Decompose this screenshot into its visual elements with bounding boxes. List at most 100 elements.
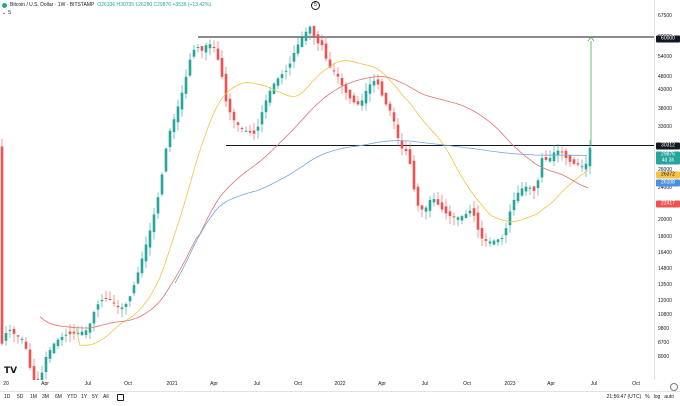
candle-body <box>56 339 60 347</box>
time-axis[interactable]: 20 Apr Jul Oct 2021 Apr Jul Oct 2022 Apr Jul Oct 202… <box>0 380 654 390</box>
candle-body <box>52 343 56 354</box>
time-axis-label: 2022 <box>334 381 346 387</box>
candle-body <box>388 103 392 111</box>
candle-body <box>420 205 424 210</box>
time-axis-label: Jul <box>84 381 92 387</box>
candle-body <box>516 192 520 202</box>
candle-body <box>116 306 120 308</box>
candle-body <box>556 150 560 156</box>
candle-body <box>356 101 360 105</box>
time-axis-label: 20 <box>3 381 9 387</box>
timeframe-button-1m[interactable]: 1M <box>30 394 37 400</box>
candle-body <box>340 77 344 86</box>
time-axis-label: Jul <box>421 381 429 387</box>
timeframe-button-1y[interactable]: 1Y <box>81 394 88 400</box>
settings-gear-icon[interactable] <box>670 383 678 391</box>
candle-body <box>576 163 580 165</box>
candle-body <box>536 180 540 189</box>
chevron-down-icon[interactable]: ⌄ <box>2 10 7 16</box>
auto-toggle[interactable]: auto <box>664 394 674 400</box>
candle-body <box>156 197 160 214</box>
candle-body <box>120 307 124 310</box>
candle-body <box>280 74 284 79</box>
candle-body <box>384 92 388 105</box>
candle-body <box>372 80 376 86</box>
candle-body <box>40 372 44 388</box>
target-arrow-head <box>587 36 595 42</box>
candle-body <box>508 211 512 226</box>
candle-body <box>328 59 332 68</box>
candle-body <box>352 95 356 103</box>
candle-body <box>144 244 148 262</box>
price-chart[interactable] <box>0 0 654 398</box>
candle-body <box>64 334 68 336</box>
candle-body <box>224 73 228 102</box>
candle-body <box>496 239 500 243</box>
price-axis[interactable]: 67500 60000 54000 48000 43000 38000 33000 26000… <box>654 0 680 380</box>
candle-body <box>344 84 348 93</box>
candle-body <box>408 149 412 164</box>
candle-body <box>440 202 444 210</box>
candle-body <box>244 130 248 132</box>
candle-body <box>396 124 400 139</box>
timeframe-button-6m[interactable]: 6M <box>55 394 62 400</box>
candle-body <box>492 240 496 245</box>
candle-body <box>572 159 576 164</box>
candle-body <box>584 163 588 170</box>
candle-body <box>140 258 144 274</box>
candle-body <box>44 357 48 373</box>
log-toggle[interactable]: log <box>653 394 661 400</box>
candle-body <box>348 89 352 99</box>
candle-body <box>524 186 528 192</box>
chart-area[interactable]: Bitcoin / U.S. Dollar · 1W · BITSTAMP O2… <box>0 0 654 398</box>
price-axis-label: 10800 <box>658 312 672 318</box>
clock-readout[interactable]: 21:56:47 (UTC) <box>606 394 642 400</box>
candle-body <box>160 174 164 195</box>
candle-body <box>252 130 256 134</box>
candle-body <box>204 45 208 53</box>
timeframe-button-1d[interactable]: 1D <box>4 394 11 400</box>
timeframe-button-5d[interactable]: 5D <box>17 394 24 400</box>
candle-body <box>312 26 316 37</box>
candle-body <box>256 126 260 131</box>
event-marker-icon[interactable]: 5 <box>311 1 320 10</box>
candle-body <box>236 122 240 125</box>
percent-toggle[interactable]: % <box>645 394 650 400</box>
candle-body <box>104 298 108 300</box>
legend-indicator-row[interactable]: ⌄ 5 <box>2 10 11 16</box>
time-axis-label: Oct <box>632 381 640 387</box>
candle-body <box>268 90 272 103</box>
candle-body <box>60 336 64 341</box>
candle-body <box>416 186 420 206</box>
candle-body <box>220 57 224 77</box>
candle-body <box>432 199 436 203</box>
candle-body <box>128 296 132 302</box>
candle-body <box>532 186 536 192</box>
candle-body <box>284 70 288 72</box>
candle-body <box>464 213 468 219</box>
candle-body <box>444 206 448 214</box>
price-axis-label: 12000 <box>658 298 672 304</box>
candle-body <box>412 160 416 190</box>
price-axis-label: 14800 <box>658 266 672 272</box>
candle-body <box>148 230 152 248</box>
candle-body <box>112 302 116 304</box>
candle-body <box>248 130 252 133</box>
candle-body <box>488 241 492 244</box>
price-tag: 4d 3h <box>656 157 680 165</box>
candle-body <box>332 70 336 72</box>
timeframe-button-5y[interactable]: 5Y <box>92 394 99 400</box>
timeframe-button-3m[interactable]: 3M <box>42 394 49 400</box>
candle-body <box>216 48 220 60</box>
candle-body <box>588 147 592 167</box>
candle-body <box>288 63 292 68</box>
candle-body <box>292 52 296 62</box>
candle-body <box>568 154 572 162</box>
calendar-icon[interactable] <box>117 394 124 401</box>
timeframe-button-ytd[interactable]: YTD <box>67 394 77 400</box>
timeframe-button-all[interactable]: All <box>103 394 109 400</box>
candle-body <box>180 92 184 110</box>
candle-body <box>168 130 172 148</box>
candle-body <box>12 328 16 334</box>
price-axis-label: 13500 <box>658 282 672 288</box>
